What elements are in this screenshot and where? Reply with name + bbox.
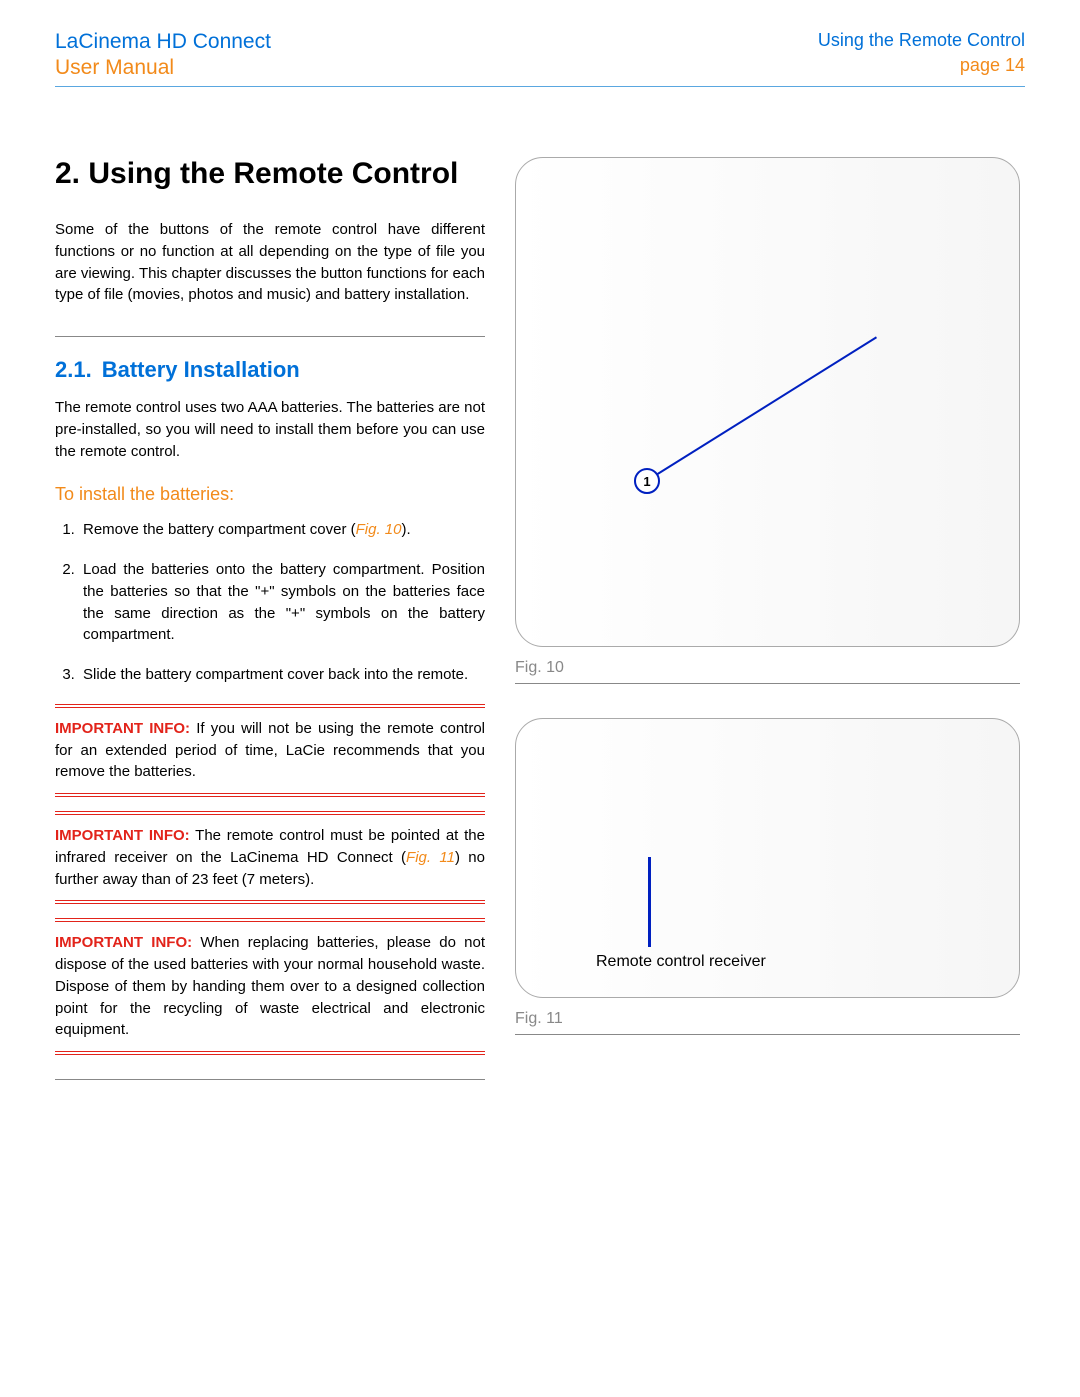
doc-type: User Manual: [55, 56, 271, 80]
important-info-2: IMPORTANT INFO: The remote control must …: [55, 811, 485, 904]
step-1-text-a: Remove the battery compartment cover (: [83, 521, 356, 538]
fig-ref-11[interactable]: Fig. 11: [406, 849, 455, 866]
page-header: LaCinema HD Connect User Manual Using th…: [55, 30, 1025, 87]
section-title: Battery Installation: [102, 357, 300, 382]
important-info-1: IMPORTANT INFO: If you will not be using…: [55, 704, 485, 797]
divider: [55, 336, 485, 337]
figure-11: Remote control receiver: [515, 718, 1020, 998]
step-1-text-b: ).: [401, 521, 410, 538]
section-heading: 2.1. Battery Installation: [55, 357, 485, 383]
divider: [515, 683, 1020, 684]
callout-number: 1: [643, 474, 650, 489]
step-2: Load the batteries onto the battery comp…: [79, 559, 485, 646]
important-info-3: IMPORTANT INFO: When replacing batteries…: [55, 918, 485, 1055]
header-left: LaCinema HD Connect User Manual: [55, 30, 271, 80]
header-right: Using the Remote Control page 14: [818, 30, 1025, 80]
subsection-heading: To install the batteries:: [55, 484, 485, 505]
divider: [515, 1034, 1020, 1035]
chapter-intro: Some of the buttons of the remote contro…: [55, 219, 485, 306]
info-label: IMPORTANT INFO:: [55, 720, 190, 737]
figure-10-caption: Fig. 10: [515, 659, 1020, 677]
section-number: 2.1.: [55, 357, 92, 382]
info-label: IMPORTANT INFO:: [55, 827, 190, 844]
callout-line: [655, 336, 877, 475]
step-1: Remove the battery compartment cover (Fi…: [79, 519, 485, 541]
figure-11-label: Remote control receiver: [596, 953, 766, 971]
section-name: Using the Remote Control: [818, 30, 1025, 51]
callout-line: [648, 857, 651, 947]
divider: [55, 1079, 485, 1080]
fig-ref-10[interactable]: Fig. 10: [356, 521, 402, 538]
page-number: page 14: [818, 55, 1025, 76]
figure-11-caption: Fig. 11: [515, 1010, 1020, 1028]
text-column: 2. Using the Remote Control Some of the …: [55, 157, 485, 1080]
step-list: Remove the battery compartment cover (Fi…: [55, 519, 485, 686]
chapter-heading: 2. Using the Remote Control: [55, 157, 485, 191]
info-label: IMPORTANT INFO:: [55, 934, 192, 951]
step-3: Slide the battery compartment cover back…: [79, 664, 485, 686]
section-intro: The remote control uses two AAA batterie…: [55, 397, 485, 462]
callout-marker: 1: [634, 468, 660, 494]
figure-column: 1 Fig. 10 Remote control receiver Fig. 1…: [515, 157, 1020, 1080]
figure-10: 1: [515, 157, 1020, 647]
product-name: LaCinema HD Connect: [55, 30, 271, 54]
content: 2. Using the Remote Control Some of the …: [55, 157, 1025, 1080]
